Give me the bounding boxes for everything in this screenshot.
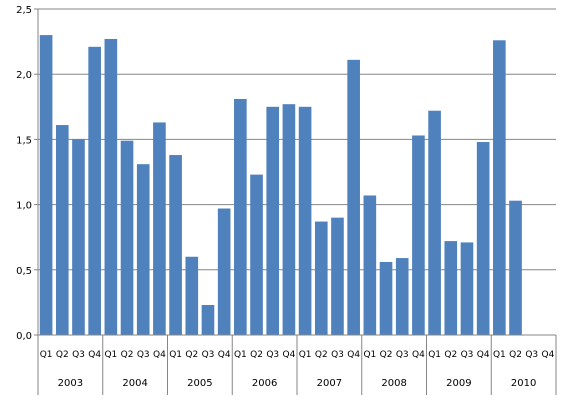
bar [234, 98, 247, 335]
bar [476, 142, 490, 335]
quarter-label: Q4 [283, 350, 296, 360]
quarter-label: Q3 [266, 350, 279, 360]
bar [412, 135, 425, 335]
quarter-label: Q3 [72, 350, 85, 360]
quarter-label: Q4 [477, 350, 490, 360]
bar [347, 59, 360, 336]
quarter-label: Q3 [525, 350, 538, 360]
quarter-label: Q3 [396, 350, 409, 360]
year-label: 2007 [317, 378, 342, 389]
y-tick-label: 1,0 [16, 201, 32, 212]
quarter-label: Q3 [137, 350, 150, 360]
quarter-label: Q2 [315, 350, 328, 360]
bar [444, 241, 458, 335]
bar [395, 258, 409, 335]
bar [363, 195, 377, 335]
bars [39, 35, 522, 336]
y-tick-label: 2,0 [16, 70, 32, 81]
year-label: 2010 [511, 378, 536, 389]
year-label: 2008 [381, 378, 406, 389]
y-tick-label: 2,5 [16, 5, 32, 16]
y-tick-label: 0,0 [16, 331, 32, 342]
bar [331, 217, 344, 335]
quarter-label: Q4 [412, 350, 425, 360]
bar [493, 40, 506, 336]
bar [428, 110, 441, 335]
bar [217, 208, 231, 335]
bar [55, 125, 69, 335]
bar [298, 106, 312, 335]
quarter-label: Q1 [363, 350, 376, 360]
year-label: 2009 [446, 378, 471, 389]
bar [153, 122, 166, 335]
bar [201, 305, 215, 335]
bar [136, 164, 150, 335]
quarter-label: Q2 [250, 350, 263, 360]
bar [266, 106, 280, 335]
quarter-label: Q2 [185, 350, 198, 360]
quarter-label: Q4 [347, 350, 360, 360]
bar [460, 242, 474, 335]
quarter-label: Q4 [542, 350, 555, 360]
quarter-label: Q1 [40, 350, 53, 360]
quarter-label: Q1 [234, 350, 247, 360]
quarter-label: Q1 [169, 350, 182, 360]
year-label: 2004 [122, 378, 147, 389]
quarter-label: Q4 [218, 350, 231, 360]
quarter-label: Q2 [509, 350, 522, 360]
year-labels: 2003 2004 2005 2006 2007 2008 2009 2010 [37, 335, 557, 395]
bar [282, 104, 296, 335]
bar [379, 261, 393, 335]
bar [169, 155, 182, 335]
quarter-label: Q3 [461, 350, 474, 360]
quarter-label: Q2 [380, 350, 393, 360]
quarter-label: Q2 [444, 350, 457, 360]
quarter-label: Q2 [121, 350, 134, 360]
year-label: 2006 [252, 378, 277, 389]
quarter-label: Q3 [331, 350, 344, 360]
quarter-labels: Q1 Q2 Q3 Q4 Q1 Q2 Q3 Q4 Q1 Q2 Q3 Q4 Q1 Q2 Q3 Q4 Q1 Q2 Q3 Q4… [40, 350, 555, 360]
bar [39, 35, 53, 335]
quarter-label: Q2 [56, 350, 69, 360]
y-tick-label: 1,5 [16, 135, 32, 146]
quarter-label: Q1 [299, 350, 312, 360]
bar [72, 139, 85, 335]
bar [314, 221, 328, 335]
bar [88, 46, 101, 335]
quarter-label: Q3 [202, 350, 215, 360]
bar [120, 140, 134, 335]
bar [250, 174, 263, 335]
quarter-label: Q1 [104, 350, 117, 360]
bar [185, 256, 199, 335]
quarter-label: Q1 [493, 350, 506, 360]
year-label: 2003 [58, 378, 83, 389]
y-tick-label: 0,5 [16, 266, 32, 277]
bar [104, 38, 118, 335]
y-axis-ticks: 0,0 0,5 1,0 1,5 2,0 2,5 [16, 5, 38, 342]
quarter-label: Q4 [88, 350, 101, 360]
quarter-label: Q4 [153, 350, 166, 360]
year-label: 2005 [187, 378, 212, 389]
bar [509, 200, 522, 335]
quarter-label: Q1 [428, 350, 441, 360]
